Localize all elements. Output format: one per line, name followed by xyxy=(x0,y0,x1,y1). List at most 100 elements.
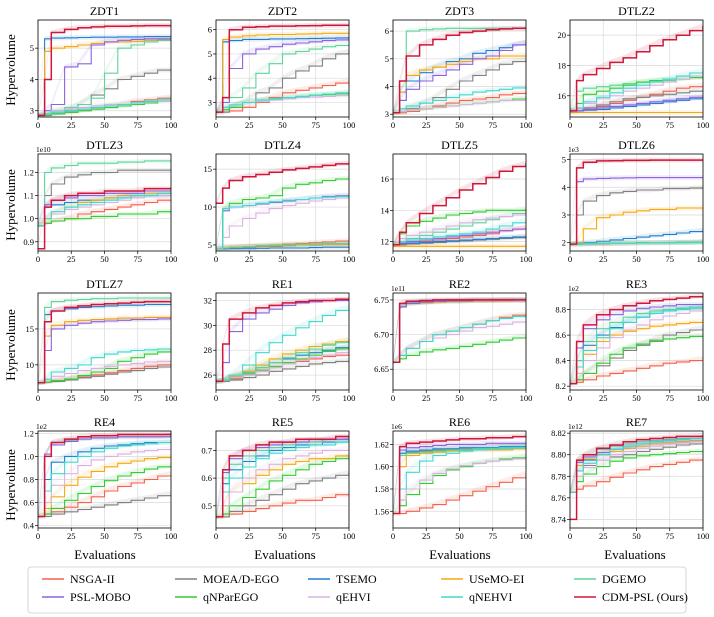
series-line-nsga-ii xyxy=(216,80,349,113)
y-tick-label: 26 xyxy=(204,370,213,380)
x-tick-label: 0 xyxy=(568,254,572,264)
series-line-cdm-psl-ours xyxy=(570,159,703,245)
series-line-moea-d-ego xyxy=(216,360,349,382)
x-tick-label: 50 xyxy=(278,120,287,130)
y-axis-label-row-4: Hypervolume xyxy=(3,449,18,521)
series-group-re7 xyxy=(570,432,703,522)
band-dgemo xyxy=(570,304,703,386)
panel-title-zdt2: ZDT2 xyxy=(268,4,297,18)
x-axis-label-col-4: Evaluations xyxy=(604,547,665,562)
panel-title-re7: RE7 xyxy=(626,415,647,429)
series-group-re3 xyxy=(570,293,703,386)
x-tick-label: 75 xyxy=(666,393,675,403)
y-tick-label: 4 xyxy=(562,182,567,192)
x-tick-label: 25 xyxy=(422,254,431,264)
series-line-cdm-psl-ours xyxy=(216,163,349,205)
y-tick-label: 6.65 xyxy=(374,364,389,374)
y-tick-label: 1.62 xyxy=(374,439,389,449)
panel-title-dtlz7: DTLZ7 xyxy=(86,277,123,291)
band-nsga-ii xyxy=(216,351,349,384)
y-tick-label: 15 xyxy=(26,324,35,334)
series-group-dtlz4 xyxy=(216,160,349,251)
band-psl-mobo xyxy=(216,192,349,251)
panel-title-zdt3: ZDT3 xyxy=(445,4,474,18)
x-tick-label: 75 xyxy=(489,393,498,403)
band-usemo-ei xyxy=(393,52,526,116)
series-line-qnparego xyxy=(38,99,171,116)
y-tick-label: 4 xyxy=(30,74,35,84)
legend-entry-qnparego: qNParEGO xyxy=(175,590,259,604)
panel-dtlz2: DTLZ2 0 25 50 75 100 16 18 20 xyxy=(558,4,710,130)
x-tick-label: 75 xyxy=(134,254,143,264)
series-line-tsemo xyxy=(216,246,349,250)
panel-zdt2: ZDT2 0 25 50 75 100 3 4 5 6 xyxy=(208,4,356,130)
y-tick-label: 4 xyxy=(208,73,213,83)
y-tick-label: 2 xyxy=(562,238,566,248)
axis-exponent-re7: 1e12 xyxy=(568,422,583,431)
x-tick-label: 100 xyxy=(697,254,710,264)
series-line-cdm-psl-ours xyxy=(38,300,171,384)
series-line-psl-mobo xyxy=(393,442,526,515)
x-tick-label: 100 xyxy=(697,393,710,403)
panel-title-re3: RE3 xyxy=(626,277,647,291)
x-tick-label: 25 xyxy=(67,531,76,541)
series-line-qnehvi xyxy=(570,437,703,493)
series-line-dgemo xyxy=(38,160,171,227)
axis-exponent-re3: 1e2 xyxy=(568,284,579,293)
series-line-qnehvi xyxy=(216,306,349,382)
series-line-qnehvi xyxy=(38,192,171,227)
axis-exponent-dtlz6: 1e3 xyxy=(568,145,579,154)
series-line-qnparego xyxy=(38,211,171,227)
series-line-qnparego xyxy=(38,465,171,518)
series-line-moea-d-ego xyxy=(570,89,703,112)
x-tick-label: 50 xyxy=(278,393,287,403)
x-tick-label: 0 xyxy=(568,531,572,541)
series-line-usemo-ei xyxy=(570,207,703,245)
axis-exponent-re2: 1e11 xyxy=(391,284,406,293)
series-line-nsga-ii xyxy=(216,494,349,518)
x-tick-label: 25 xyxy=(422,531,431,541)
series-line-nsga-ii xyxy=(570,459,703,493)
series-line-qnparego xyxy=(216,178,349,250)
x-tick-label: 50 xyxy=(455,254,464,264)
y-tick-label: 8.4 xyxy=(555,356,566,366)
band-moea-d-ego xyxy=(216,49,349,115)
x-tick-label: 25 xyxy=(422,120,431,130)
y-tick-label: 1.60 xyxy=(374,462,389,472)
series-line-cdm-psl-ours xyxy=(393,299,526,364)
series-line-cdm-psl-ours xyxy=(393,27,526,114)
legend: NSGA-II MOEA/D-EGO TSEMO USeMO-EI DGEMO PSL-M… xyxy=(27,566,688,614)
y-tick-label: 6 xyxy=(208,25,212,35)
x-tick-label: 75 xyxy=(134,531,143,541)
y-tick-label: 0.6 xyxy=(23,498,34,508)
x-tick-label: 0 xyxy=(214,531,218,541)
series-line-psl-mobo xyxy=(393,42,526,114)
x-tick-label: 75 xyxy=(666,254,675,264)
series-group-re1 xyxy=(216,296,349,384)
x-tick-label: 100 xyxy=(697,531,710,541)
x-tick-label: 100 xyxy=(520,120,533,130)
band-qnparego xyxy=(216,90,349,115)
band-cdm-psl-ours xyxy=(393,433,526,516)
panel-dtlz5: DTLZ5 0 25 50 75 100 12 14 16 xyxy=(381,138,533,264)
x-tick-label: 100 xyxy=(165,254,178,264)
series-line-usemo-ei xyxy=(393,448,526,515)
legend-label: DGEMO xyxy=(602,572,646,586)
x-tick-label: 75 xyxy=(312,120,321,130)
legend-entry-usemo-ei: USeMO-EI xyxy=(441,572,524,586)
panel-re3: RE3 0 25 50 75 100 8.2 8.4 8.6 8.8 1e2 xyxy=(555,277,709,403)
x-tick-label: 75 xyxy=(312,393,321,403)
series-line-qnparego xyxy=(216,455,349,518)
series-line-cdm-psl-ours xyxy=(216,435,349,518)
y-tick-label: 1.2 xyxy=(23,428,34,438)
series-line-qnehvi xyxy=(216,441,349,518)
band-tsemo xyxy=(38,193,171,228)
y-tick-label: 0.9 xyxy=(23,237,34,247)
x-tick-label: 75 xyxy=(489,531,498,541)
panel-title-re6: RE6 xyxy=(449,415,470,429)
band-qnehvi xyxy=(393,84,526,116)
legend-label: TSEMO xyxy=(336,572,377,586)
